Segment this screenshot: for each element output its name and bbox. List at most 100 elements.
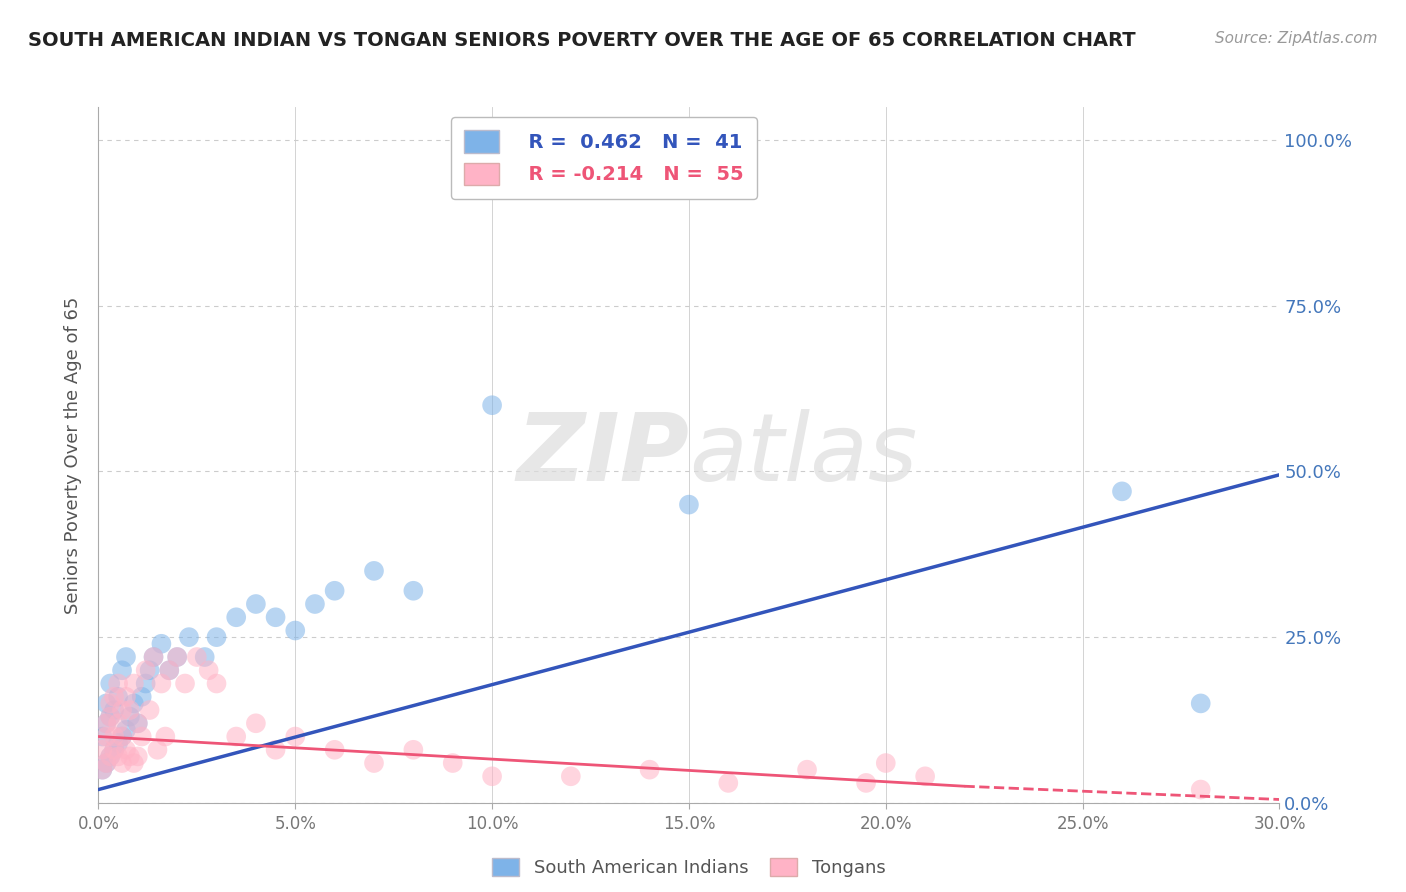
Point	[166, 650, 188, 665]
Point	[122, 756, 145, 770]
Point	[107, 676, 129, 690]
Point	[177, 630, 200, 644]
Point	[98, 709, 121, 723]
Point	[481, 769, 503, 783]
Point	[205, 630, 228, 644]
Point	[157, 663, 180, 677]
Point	[91, 763, 114, 777]
Point	[107, 749, 129, 764]
Point	[717, 776, 740, 790]
Point	[402, 583, 425, 598]
Point	[323, 583, 346, 598]
Text: ZIP: ZIP	[516, 409, 689, 501]
Point	[127, 716, 149, 731]
Point	[111, 703, 134, 717]
Point	[107, 690, 129, 704]
Point	[560, 769, 582, 783]
Point	[157, 663, 180, 677]
Point	[481, 398, 503, 412]
Point	[155, 730, 177, 744]
Point	[131, 730, 153, 744]
Point	[103, 703, 125, 717]
Text: SOUTH AMERICAN INDIAN VS TONGAN SENIORS POVERTY OVER THE AGE OF 65 CORRELATION C: SOUTH AMERICAN INDIAN VS TONGAN SENIORS …	[28, 31, 1136, 50]
Point	[264, 743, 287, 757]
Point	[1111, 484, 1133, 499]
Point	[441, 756, 464, 770]
Point	[127, 749, 149, 764]
Point	[146, 743, 169, 757]
Point	[284, 730, 307, 744]
Point	[363, 756, 385, 770]
Point	[98, 697, 121, 711]
Point	[115, 650, 138, 665]
Point	[225, 610, 247, 624]
Point	[135, 676, 157, 690]
Point	[135, 663, 157, 677]
Point	[98, 676, 121, 690]
Point	[638, 763, 661, 777]
Point	[323, 743, 346, 757]
Point	[98, 709, 121, 723]
Point	[96, 756, 118, 770]
Point	[197, 663, 219, 677]
Point	[115, 690, 138, 704]
Y-axis label: Seniors Poverty Over the Age of 65: Seniors Poverty Over the Age of 65	[65, 296, 83, 614]
Point	[111, 730, 134, 744]
Point	[96, 697, 118, 711]
Point	[855, 776, 877, 790]
Point	[796, 763, 818, 777]
Point	[363, 564, 385, 578]
Point	[245, 597, 267, 611]
Point	[91, 743, 114, 757]
Point	[205, 676, 228, 690]
Point	[103, 743, 125, 757]
Point	[1189, 782, 1212, 797]
Point	[115, 743, 138, 757]
Point	[186, 650, 208, 665]
Point	[118, 703, 141, 717]
Point	[142, 650, 165, 665]
Point	[142, 650, 165, 665]
Point	[131, 690, 153, 704]
Point	[138, 703, 160, 717]
Point	[264, 610, 287, 624]
Point	[127, 716, 149, 731]
Point	[91, 763, 114, 777]
Point	[96, 716, 118, 731]
Point	[678, 498, 700, 512]
Point	[115, 723, 138, 737]
Point	[122, 697, 145, 711]
Point	[245, 716, 267, 731]
Point	[174, 676, 197, 690]
Point	[150, 676, 173, 690]
Point	[96, 716, 118, 731]
Point	[1189, 697, 1212, 711]
Point	[284, 624, 307, 638]
Point	[103, 743, 125, 757]
Point	[118, 709, 141, 723]
Text: atlas: atlas	[689, 409, 917, 500]
Point	[103, 730, 125, 744]
Point	[98, 749, 121, 764]
Point	[166, 650, 188, 665]
Point	[107, 716, 129, 731]
Point	[111, 730, 134, 744]
Point	[96, 730, 118, 744]
Point	[122, 676, 145, 690]
Text: Source: ZipAtlas.com: Source: ZipAtlas.com	[1215, 31, 1378, 46]
Legend: South American Indians, Tongans: South American Indians, Tongans	[485, 850, 893, 884]
Point	[111, 756, 134, 770]
Point	[304, 597, 326, 611]
Point	[875, 756, 897, 770]
Point	[98, 749, 121, 764]
Point	[118, 749, 141, 764]
Point	[103, 690, 125, 704]
Point	[107, 736, 129, 750]
Point	[402, 743, 425, 757]
Point	[194, 650, 217, 665]
Point	[225, 730, 247, 744]
Point	[150, 637, 173, 651]
Point	[138, 663, 160, 677]
Point	[96, 756, 118, 770]
Point	[914, 769, 936, 783]
